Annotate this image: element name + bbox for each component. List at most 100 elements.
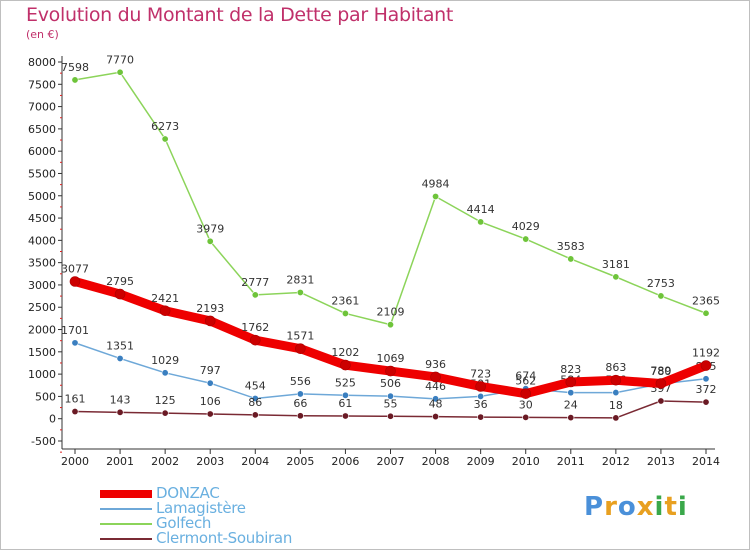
data-point-donzac bbox=[655, 378, 667, 389]
data-point-clermont-soubiran bbox=[206, 410, 214, 418]
x-tick-label: 2012 bbox=[602, 455, 630, 468]
data-label-donzac: 863 bbox=[605, 361, 626, 374]
data-point-lamagist-re bbox=[386, 392, 394, 400]
data-point-clermont-soubiran bbox=[161, 409, 169, 417]
data-label-clermont-soubiran: 86 bbox=[248, 396, 262, 409]
data-label-lamagist-re: 506 bbox=[380, 377, 401, 390]
data-label-golfech: 4414 bbox=[467, 203, 495, 216]
legend-swatch-lamagistere bbox=[100, 508, 152, 510]
legend-label-lamagistere: Lamagistère bbox=[156, 499, 246, 517]
data-point-golfech bbox=[702, 309, 710, 317]
data-point-clermont-soubiran bbox=[116, 408, 124, 416]
data-point-lamagist-re bbox=[206, 379, 214, 387]
data-label-golfech: 4029 bbox=[512, 220, 540, 233]
data-label-golfech: 7770 bbox=[106, 53, 134, 66]
data-point-clermont-soubiran bbox=[432, 413, 440, 421]
data-point-donzac bbox=[69, 276, 81, 287]
y-tick-label: 8000 bbox=[28, 56, 56, 69]
x-tick-label: 2004 bbox=[241, 455, 269, 468]
data-label-clermont-soubiran: 372 bbox=[696, 383, 717, 396]
data-point-donzac bbox=[475, 381, 486, 392]
data-label-lamagist-re: 556 bbox=[290, 375, 311, 388]
data-label-clermont-soubiran: 48 bbox=[429, 398, 443, 411]
data-point-clermont-soubiran bbox=[477, 413, 485, 421]
y-tick-label: 6000 bbox=[28, 145, 56, 158]
data-point-lamagist-re bbox=[341, 391, 349, 399]
x-tick-label: 2008 bbox=[422, 455, 450, 468]
x-tick-label: 2002 bbox=[151, 455, 179, 468]
data-label-clermont-soubiran: 18 bbox=[609, 399, 623, 412]
data-label-lamagist-re: 446 bbox=[425, 380, 446, 393]
data-point-donzac bbox=[430, 371, 441, 383]
y-tick-label: 3500 bbox=[28, 257, 56, 270]
data-point-donzac bbox=[520, 388, 532, 399]
data-label-clermont-soubiran: 161 bbox=[65, 393, 86, 406]
data-point-lamagist-re bbox=[71, 339, 79, 347]
y-tick-label: 0 bbox=[49, 413, 56, 426]
logo-letter: t bbox=[664, 492, 678, 522]
data-point-donzac bbox=[610, 374, 622, 386]
y-tick-label: 1500 bbox=[28, 346, 56, 359]
x-tick-label: 2005 bbox=[286, 455, 314, 468]
data-label-lamagist-re: 525 bbox=[335, 376, 356, 389]
data-label-donzac: 562 bbox=[515, 375, 536, 388]
y-tick-label: 6500 bbox=[28, 123, 56, 136]
data-label-lamagist-re: 454 bbox=[245, 379, 266, 392]
logo-letter: r bbox=[604, 492, 618, 522]
data-label-lamagist-re: 797 bbox=[200, 364, 221, 377]
data-label-golfech: 3181 bbox=[602, 258, 630, 271]
data-point-golfech bbox=[522, 235, 530, 243]
data-label-donzac: 1192 bbox=[692, 347, 720, 360]
data-point-clermont-soubiran bbox=[296, 412, 304, 420]
y-tick-label: 1000 bbox=[28, 368, 56, 381]
data-label-lamagist-re: 1351 bbox=[106, 339, 134, 352]
y-tick-label: 5000 bbox=[28, 190, 56, 203]
x-tick-label: 2006 bbox=[331, 455, 359, 468]
data-point-golfech bbox=[116, 68, 124, 76]
data-label-clermont-soubiran: 106 bbox=[200, 395, 221, 408]
data-label-donzac: 936 bbox=[425, 358, 446, 371]
data-label-donzac: 823 bbox=[560, 363, 581, 376]
x-tick-label: 2007 bbox=[377, 455, 405, 468]
data-point-clermont-soubiran bbox=[341, 412, 349, 420]
data-label-clermont-soubiran: 24 bbox=[564, 399, 578, 412]
data-point-donzac bbox=[159, 305, 171, 317]
data-point-donzac bbox=[565, 376, 577, 388]
y-tick-label: 2000 bbox=[28, 324, 56, 337]
logo-letter: P bbox=[584, 492, 605, 522]
data-label-golfech: 2777 bbox=[241, 276, 269, 289]
data-label-golfech: 2365 bbox=[692, 294, 720, 307]
data-label-donzac: 1762 bbox=[241, 321, 269, 334]
data-point-clermont-soubiran bbox=[567, 414, 575, 422]
data-point-donzac bbox=[249, 334, 261, 346]
y-tick-label: 5500 bbox=[28, 167, 56, 180]
y-tick-label: 4500 bbox=[28, 212, 56, 225]
data-point-donzac bbox=[295, 343, 306, 354]
x-tick-label: 2013 bbox=[647, 455, 675, 468]
data-point-clermont-soubiran bbox=[71, 408, 79, 416]
data-point-lamagist-re bbox=[432, 395, 440, 403]
data-label-clermont-soubiran: 143 bbox=[110, 393, 131, 406]
data-label-golfech: 2361 bbox=[331, 294, 359, 307]
data-point-clermont-soubiran bbox=[612, 414, 620, 422]
data-label-clermont-soubiran: 125 bbox=[155, 394, 176, 407]
data-label-lamagist-re: 780 bbox=[650, 365, 671, 378]
legend-swatch-clermont-soubiran bbox=[100, 538, 152, 540]
data-point-clermont-soubiran bbox=[251, 411, 259, 419]
data-label-golfech: 2109 bbox=[377, 306, 405, 319]
y-tick-label: 7500 bbox=[28, 78, 56, 91]
y-tick-label: 3000 bbox=[28, 279, 56, 292]
data-label-lamagist-re: 1701 bbox=[61, 324, 89, 337]
data-point-clermont-soubiran bbox=[386, 412, 394, 420]
data-point-golfech bbox=[612, 273, 620, 281]
data-label-golfech: 2831 bbox=[286, 273, 314, 286]
x-tick-label: 2009 bbox=[467, 455, 495, 468]
data-label-donzac: 723 bbox=[470, 367, 491, 380]
logo-letter: i bbox=[654, 492, 665, 522]
data-point-clermont-soubiran bbox=[702, 398, 710, 406]
data-label-donzac: 3077 bbox=[61, 263, 89, 276]
legend-label-donzac: DONZAC bbox=[156, 484, 220, 502]
series-line-golfech bbox=[74, 71, 707, 326]
logo-letter: x bbox=[636, 492, 655, 522]
